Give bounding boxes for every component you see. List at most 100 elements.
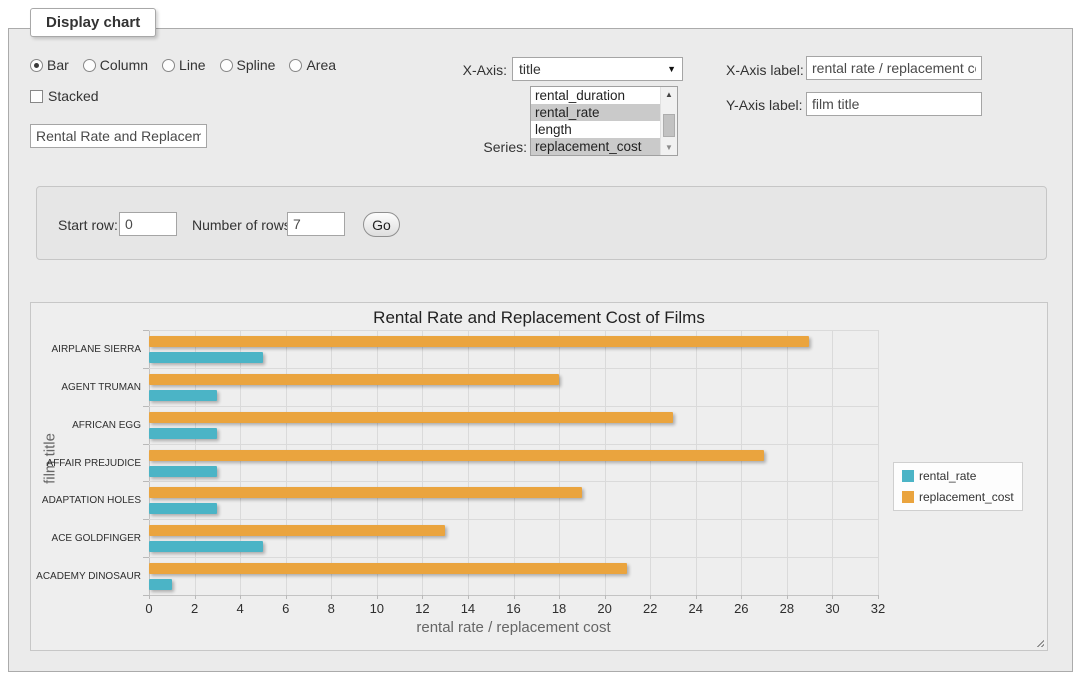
x-axis-tick (605, 595, 606, 599)
bar-replacement_cost[interactable] (149, 563, 627, 574)
resize-handle-icon[interactable] (1034, 637, 1044, 647)
stacked-checkbox[interactable] (30, 90, 43, 103)
gridline-h (149, 557, 878, 558)
gridline-v (149, 330, 150, 595)
x-axis-tick (422, 595, 423, 599)
bar-replacement_cost[interactable] (149, 412, 673, 423)
bar-replacement_cost[interactable] (149, 374, 559, 385)
x-axis-label-input[interactable] (806, 56, 982, 80)
chart-type-radio-line[interactable] (162, 59, 175, 72)
gridline-v (650, 330, 651, 595)
x-axis-tick-label: 18 (544, 601, 574, 616)
bar-rental_rate[interactable] (149, 503, 217, 514)
chart-type-radio-bar[interactable] (30, 59, 43, 72)
x-axis-tick (650, 595, 651, 599)
x-axis-tick-label: 10 (362, 601, 392, 616)
x-axis-tick (195, 595, 196, 599)
y-axis-tick (143, 368, 149, 369)
series-option-rental_rate[interactable]: rental_rate (531, 104, 660, 121)
legend-label: replacement_cost (919, 490, 1014, 504)
series-option-rental_duration[interactable]: rental_duration (531, 87, 660, 104)
legend-item-rental_rate[interactable]: rental_rate (902, 469, 1014, 483)
bar-rental_rate[interactable] (149, 390, 217, 401)
chart-type-radio-spline[interactable] (220, 59, 233, 72)
bar-rental_rate[interactable] (149, 541, 263, 552)
bar-replacement_cost[interactable] (149, 487, 582, 498)
series-listbox[interactable]: rental_durationrental_ratelengthreplacem… (530, 86, 678, 156)
y-axis-tick (143, 481, 149, 482)
go-button[interactable]: Go (363, 212, 400, 237)
scroll-up-icon[interactable]: ▲ (661, 87, 677, 102)
gridline-v (696, 330, 697, 595)
category-label: ADAPTATION HOLES (31, 495, 141, 506)
chart-type-option-spline: Spline (220, 57, 276, 73)
category-label: ACADEMY DINOSAUR (31, 571, 141, 582)
category-label: AGENT TRUMAN (31, 382, 141, 393)
category-label: AFRICAN EGG (31, 420, 141, 431)
chart-title: Rental Rate and Replacement Cost of Film… (31, 308, 1047, 328)
gridline-v (514, 330, 515, 595)
gridline-h (149, 444, 878, 445)
x-axis-tick (787, 595, 788, 599)
chart-type-option-column: Column (83, 57, 148, 73)
bar-rental_rate[interactable] (149, 428, 217, 439)
x-axis-select[interactable]: title ▼ (512, 57, 683, 81)
category-label: AFFAIR PREJUDICE (31, 458, 141, 469)
bar-replacement_cost[interactable] (149, 450, 764, 461)
x-axis-tick (240, 595, 241, 599)
x-axis-tick (832, 595, 833, 599)
series-option-replacement_cost[interactable]: replacement_cost (531, 138, 660, 155)
chart-type-radio-label: Spline (237, 57, 276, 73)
x-axis-tick (149, 595, 150, 599)
scroll-down-icon[interactable]: ▼ (661, 140, 677, 155)
x-axis-tick-label: 26 (726, 601, 756, 616)
chart-title-input[interactable] (30, 124, 207, 148)
legend-swatch-icon (902, 491, 914, 503)
stacked-row: Stacked (30, 88, 99, 104)
bar-rental_rate[interactable] (149, 579, 172, 590)
gridline-h (149, 481, 878, 482)
x-axis-tick-label: 4 (225, 601, 255, 616)
bar-rental_rate[interactable] (149, 352, 263, 363)
chart-type-radio-label: Column (100, 57, 148, 73)
listbox-scrollbar[interactable]: ▲ ▼ (660, 87, 677, 155)
chart-type-radio-column[interactable] (83, 59, 96, 72)
series-select-label: Series: (472, 139, 527, 155)
scrollbar-thumb[interactable] (663, 114, 675, 137)
bar-replacement_cost[interactable] (149, 336, 809, 347)
series-option-length[interactable]: length (531, 121, 660, 138)
y-axis-tick (143, 444, 149, 445)
gridline-v (787, 330, 788, 595)
x-axis-tick-label: 0 (134, 601, 164, 616)
gridline-v (195, 330, 196, 595)
gridline-v (331, 330, 332, 595)
y-axis-tick (143, 330, 149, 331)
x-axis-tick (286, 595, 287, 599)
bar-replacement_cost[interactable] (149, 525, 445, 536)
x-axis-tick-label: 28 (772, 601, 802, 616)
x-axis-tick (559, 595, 560, 599)
x-axis-tick (377, 595, 378, 599)
x-axis-tick (468, 595, 469, 599)
y-axis-label-input[interactable] (806, 92, 982, 116)
chart-type-group: BarColumnLineSplineArea (30, 57, 344, 73)
x-axis-tick (514, 595, 515, 599)
x-axis-select-label: X-Axis: (452, 62, 507, 78)
start-row-input[interactable] (119, 212, 177, 236)
chart-type-radio-area[interactable] (289, 59, 302, 72)
x-axis-tick-label: 14 (453, 601, 483, 616)
gridline-v (422, 330, 423, 595)
gridline-v (559, 330, 560, 595)
number-of-rows-input[interactable] (287, 212, 345, 236)
x-axis-tick-label: 12 (407, 601, 437, 616)
gridline-h (149, 406, 878, 407)
gridline-v (878, 330, 879, 595)
chart-type-option-line: Line (162, 57, 205, 73)
x-axis-tick (741, 595, 742, 599)
gridline-h (149, 368, 878, 369)
legend-item-replacement_cost[interactable]: replacement_cost (902, 490, 1014, 504)
chevron-down-icon: ▼ (667, 64, 676, 74)
chart-plot-area (149, 330, 878, 595)
chart-type-option-area: Area (289, 57, 336, 73)
bar-rental_rate[interactable] (149, 466, 217, 477)
